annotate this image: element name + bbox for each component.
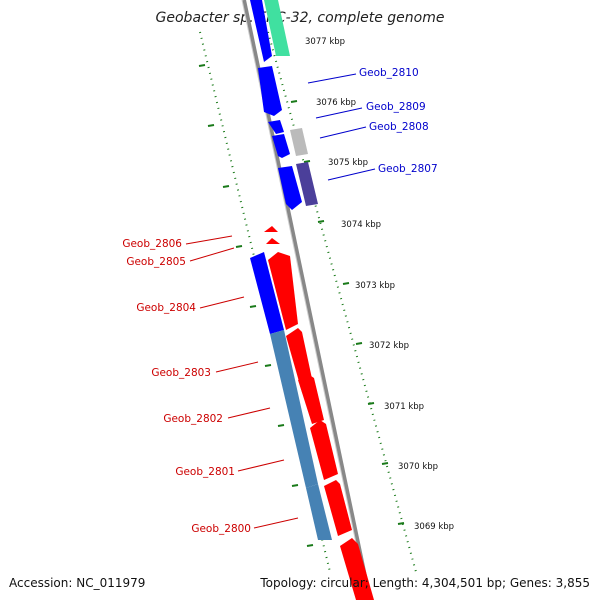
gene-feature[interactable] — [298, 374, 324, 424]
upper-genes — [250, 0, 318, 210]
gene-label[interactable]: Geob_2805 — [126, 256, 186, 268]
kbp-label: 3070 kbp — [398, 462, 438, 472]
gene-label[interactable]: Geob_2804 — [136, 302, 196, 314]
gene-feature[interactable] — [268, 120, 284, 134]
gene-feature[interactable] — [266, 238, 280, 244]
gene-label[interactable]: Geob_2809 — [366, 101, 426, 113]
gene-feature[interactable] — [324, 480, 352, 536]
kbp-label: 3069 kbp — [414, 522, 454, 532]
kbp-label-group: 3077 kbp 3076 kbp 3075 kbp 3074 kbp 3073… — [305, 37, 454, 532]
gene-feature[interactable] — [290, 128, 308, 156]
right-gene-labels: Geob_2810 Geob_2809 Geob_2808 Geob_2807 — [359, 67, 438, 175]
genome-summary: Topology: circular; Length: 4,304,501 bp… — [260, 576, 590, 590]
gene-feature[interactable] — [272, 134, 290, 158]
gene-feature[interactable] — [340, 538, 374, 600]
genome-backbone-highlight — [241, 0, 369, 600]
gene-label[interactable]: Geob_2808 — [369, 121, 429, 133]
gene-feature[interactable] — [310, 420, 338, 480]
gene-label[interactable]: Geob_2800 — [191, 523, 251, 535]
gene-feature[interactable] — [250, 252, 284, 334]
gene-label[interactable]: Geob_2807 — [378, 163, 438, 175]
kbp-label: 3074 kbp — [341, 220, 381, 230]
accession-label: Accession: NC_011979 — [9, 576, 146, 590]
gene-feature[interactable] — [268, 252, 298, 330]
kbp-label: 3072 kbp — [369, 341, 409, 351]
kbp-label: 3075 kbp — [328, 158, 368, 168]
gene-label[interactable]: Geob_2803 — [151, 367, 211, 379]
gene-label[interactable]: Geob_2810 — [359, 67, 419, 79]
kbp-label: 3076 kbp — [316, 98, 356, 108]
inner-major-ticks — [198, 64, 314, 547]
gene-feature[interactable] — [264, 226, 278, 232]
gene-label[interactable]: Geob_2802 — [163, 413, 223, 425]
gene-label[interactable]: Geob_2801 — [175, 466, 235, 478]
gene-label[interactable]: Geob_2806 — [122, 238, 182, 250]
kbp-label: 3077 kbp — [305, 37, 345, 47]
gene-feature[interactable] — [264, 0, 290, 56]
lower-genes — [250, 252, 374, 600]
left-gene-labels: Geob_2806 Geob_2805 Geob_2804 Geob_2803 … — [122, 238, 251, 535]
gene-feature[interactable] — [270, 330, 318, 488]
map-title: Geobacter sp. FRC-32, complete genome — [155, 10, 445, 26]
kbp-label: 3073 kbp — [355, 281, 395, 291]
gene-feature[interactable] — [278, 166, 302, 210]
right-label-connectors — [307, 73, 376, 181]
gene-feature[interactable] — [296, 162, 318, 206]
gene-feature[interactable] — [306, 484, 332, 540]
left-label-connectors — [185, 235, 299, 529]
gene-feature[interactable] — [258, 66, 282, 116]
kbp-label: 3071 kbp — [384, 402, 424, 412]
small-red-genes — [264, 226, 280, 244]
gene-feature[interactable] — [250, 0, 272, 62]
